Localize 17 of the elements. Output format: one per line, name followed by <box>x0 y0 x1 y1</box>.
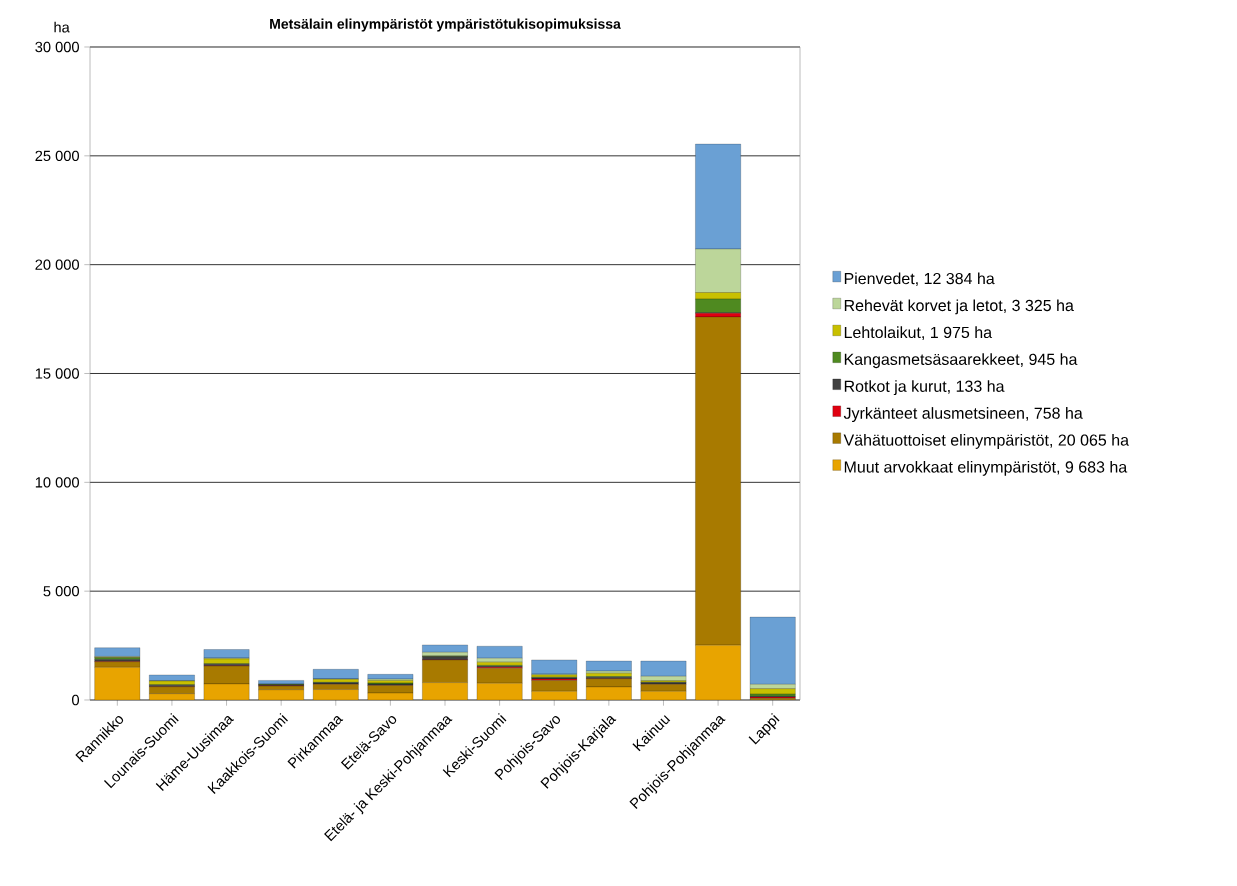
legend-label: Jyrkänteet alusmetsineen, 758 ha <box>843 407 1083 423</box>
chart-title: Metsälain elinympäristöt ympäristötukisopimuksissa <box>270 18 621 32</box>
y-tick-label: 25 000 <box>35 150 79 162</box>
legend-label: Kangasmetsäsaarekkeet, 945 ha <box>844 353 1078 369</box>
legend-label: Rotkot ja kurut, 133 ha <box>844 380 1005 396</box>
legend-label: Muut arvokkaat elinympäristöt, 9 683 ha <box>844 460 1128 476</box>
legend-label: Rehevät korvet ja letot, 3 325 ha <box>844 299 1074 315</box>
y-tick-label: 30 000 <box>35 41 79 53</box>
legend-label: Lehtolaikut, 1 975 ha <box>844 326 993 340</box>
legend-label: Pienvedet, 12 384 ha <box>844 272 995 287</box>
legend-label: Vähätuottoiset elinympäristöt, 20 065 ha <box>843 434 1129 449</box>
y-axis-title: ha <box>54 21 70 33</box>
y-tick-label: 5 000 <box>43 585 79 597</box>
y-tick-label: 15 000 <box>35 368 79 379</box>
y-tick-label: 0 <box>72 694 80 706</box>
y-tick-label: 20 000 <box>35 259 79 270</box>
y-tick-label: 10 000 <box>35 477 79 488</box>
